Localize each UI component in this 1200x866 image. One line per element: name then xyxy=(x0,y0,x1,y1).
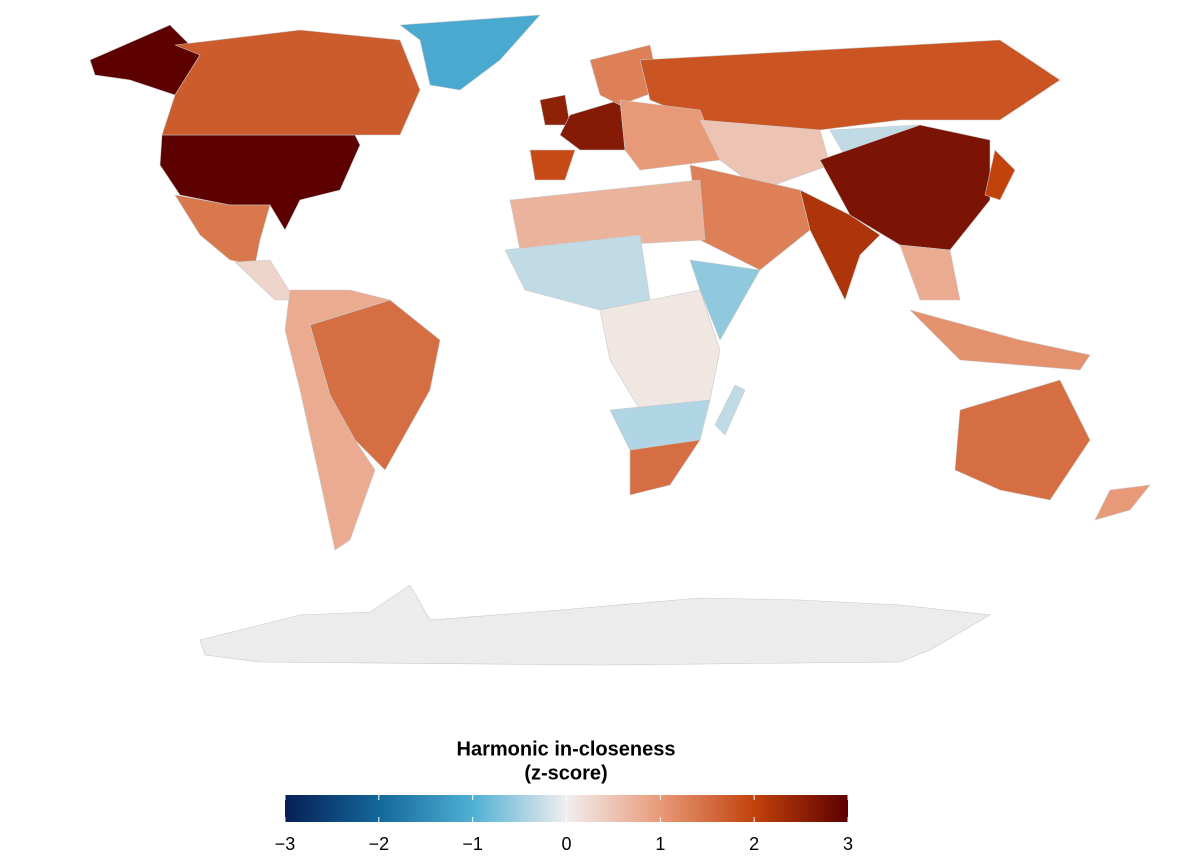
tick-label: 1 xyxy=(655,834,665,854)
region xyxy=(639,39,1061,131)
region xyxy=(159,134,361,231)
legend-title: Harmonic in-closeness xyxy=(457,738,676,760)
region xyxy=(1094,484,1151,521)
region xyxy=(629,439,701,496)
region xyxy=(819,124,991,251)
tick-label: 2 xyxy=(749,834,759,854)
tick-label: −2 xyxy=(369,834,390,854)
tick-label: 0 xyxy=(561,834,571,854)
map xyxy=(89,14,1151,666)
region xyxy=(161,29,421,136)
tick-label: −3 xyxy=(275,834,296,854)
region xyxy=(539,94,571,126)
region xyxy=(899,244,961,301)
region xyxy=(284,289,392,551)
colorbar-ticks: −3 −2 −1 0 1 2 3 xyxy=(275,795,853,854)
region xyxy=(799,189,881,301)
region xyxy=(599,289,721,411)
region xyxy=(984,149,1016,201)
region xyxy=(399,14,541,91)
region xyxy=(954,379,1091,501)
region xyxy=(689,164,811,271)
antarctica xyxy=(199,584,991,666)
region xyxy=(714,384,746,436)
region xyxy=(699,119,831,191)
region xyxy=(509,179,706,251)
region xyxy=(908,309,1091,371)
region xyxy=(174,194,271,266)
region xyxy=(689,259,761,341)
tick-label: −1 xyxy=(462,834,483,854)
region xyxy=(559,99,626,151)
region xyxy=(234,259,296,301)
region xyxy=(619,99,721,171)
region xyxy=(529,149,576,181)
legend-subtitle: (z-score) xyxy=(524,762,607,784)
tick-label: 3 xyxy=(843,834,853,854)
